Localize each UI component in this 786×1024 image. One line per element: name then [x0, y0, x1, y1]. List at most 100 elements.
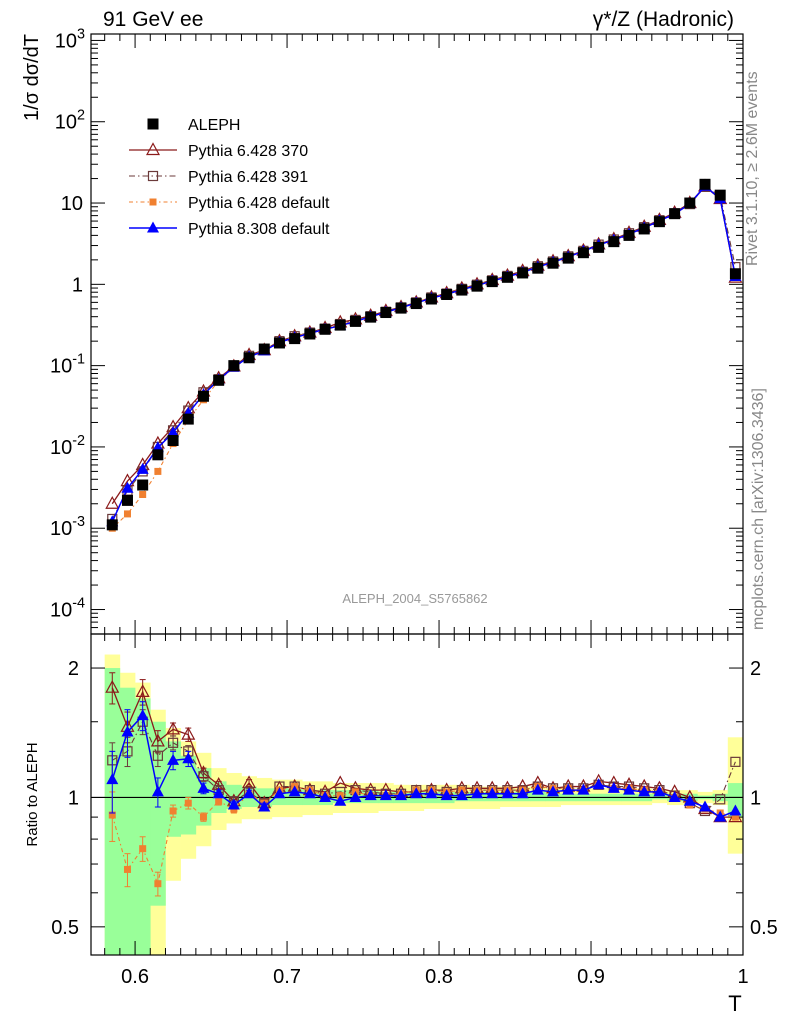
ratio-data-point [607, 781, 620, 793]
data-point [365, 311, 377, 323]
ratio-y-axis-label: Ratio to ALEPH [24, 742, 41, 846]
ratio-data-point [562, 783, 575, 795]
ratio-data-point [227, 798, 240, 810]
data-point [593, 241, 605, 253]
green-band-bin [651, 793, 668, 800]
ratio-data-point [531, 783, 544, 795]
legend: ALEPH Pythia 6.428 370 Pythia 6.428 391 Pyt… [129, 117, 330, 238]
data-point [334, 319, 346, 331]
y-axis-label: 1/σ dσ/dT [21, 34, 43, 121]
header-left-title: 91 GeV ee [103, 8, 204, 31]
data-point [123, 510, 131, 518]
ratio-data-point [714, 810, 727, 822]
ratio-data-point [169, 807, 177, 815]
data-point [319, 323, 331, 335]
ratio-data-point [683, 794, 696, 806]
data-point [547, 257, 559, 269]
legend-marker [145, 142, 161, 156]
ratio-data-point [167, 737, 179, 748]
legend-label: ALEPH [188, 117, 240, 134]
green-band-bin [150, 721, 166, 906]
data-point [258, 343, 270, 355]
ratio-data-point [501, 787, 514, 799]
header-right-title: γ*/Z (Hadronic) [592, 8, 734, 31]
ratio-data-point [136, 709, 149, 721]
ratio-data-point [258, 800, 271, 812]
ratio-data-point [243, 787, 256, 799]
data-point [653, 216, 665, 228]
y-tick-label: 103 [55, 26, 85, 52]
data-point [471, 280, 483, 292]
data-point [167, 426, 180, 438]
ratio-y-tick-label-right: 0.5 [750, 917, 778, 939]
data-point [213, 374, 225, 386]
ratio-y-tick-label-right: 1 [750, 787, 761, 809]
ratio-data-point [623, 783, 636, 795]
data-point [532, 262, 544, 274]
y-tick-label: 1 [72, 274, 83, 296]
ratio-data-point [425, 787, 438, 799]
legend-marker [149, 198, 157, 206]
data-point [152, 449, 164, 461]
data-point [577, 247, 589, 259]
ratio-data-point [152, 750, 163, 761]
ratio-data-point [139, 845, 147, 853]
ratio-data-point [440, 789, 453, 801]
y-tick-label: 10-4 [50, 596, 85, 622]
ratio-data-point [410, 787, 423, 799]
legend-label: Pythia 6.428 default [188, 195, 330, 212]
ratio-data-point [349, 790, 362, 802]
ratio-data-point [731, 813, 739, 821]
ratio-data-point [212, 787, 225, 799]
ratio-data-point [273, 787, 286, 799]
legend-label: Pythia 8.308 default [188, 221, 330, 238]
data-point [517, 267, 529, 279]
ratio-y-tick-label: 1 [68, 787, 79, 809]
data-point [121, 481, 134, 493]
data-point [714, 189, 726, 201]
y-tick-label: 102 [55, 108, 85, 134]
legend-label: Pythia 6.428 370 [188, 143, 308, 160]
data-point [501, 271, 513, 283]
data-point [456, 284, 468, 296]
green-band-bin [530, 791, 546, 802]
data-point [669, 208, 681, 220]
data-point [121, 494, 133, 506]
ratio-data-point [638, 785, 651, 797]
x-tick-label: 0.9 [577, 966, 605, 988]
ratio-data-point [334, 794, 347, 806]
data-point [395, 302, 407, 314]
ratio-data-point [198, 771, 209, 782]
ratio-data-point [167, 753, 180, 765]
ratio-data-point [395, 789, 408, 801]
ratio-data-point [181, 726, 196, 740]
y-tick-label: 10-3 [50, 514, 85, 540]
ratio-data-point [668, 790, 681, 802]
data-point [441, 288, 453, 300]
legend-marker [147, 221, 159, 233]
main-plot-series [105, 178, 743, 532]
ratio-data-point [715, 794, 726, 805]
series-aleph [106, 178, 741, 531]
data-point [105, 496, 120, 509]
ratio-y-tick-label: 0.5 [51, 917, 79, 939]
ratio-data-point [108, 811, 116, 819]
ratio-data-point [364, 789, 377, 801]
data-point [729, 268, 741, 280]
x-tick-label: 0.8 [425, 966, 453, 988]
data-point [349, 315, 361, 327]
ratio-data-point [577, 783, 590, 795]
ratio-data-point [699, 800, 712, 812]
data-point [623, 229, 635, 241]
data-point [167, 434, 179, 446]
data-point [154, 467, 162, 475]
ratio-data-point [105, 679, 120, 693]
legend-marker [147, 170, 159, 182]
ratio-series-pythia-8-308-default [106, 701, 742, 822]
ratio-data-point [166, 721, 181, 735]
data-point [243, 352, 255, 364]
green-band-bin [135, 698, 151, 955]
ratio-uncertainty-bands [104, 654, 743, 955]
ratio-data-point [184, 799, 192, 807]
